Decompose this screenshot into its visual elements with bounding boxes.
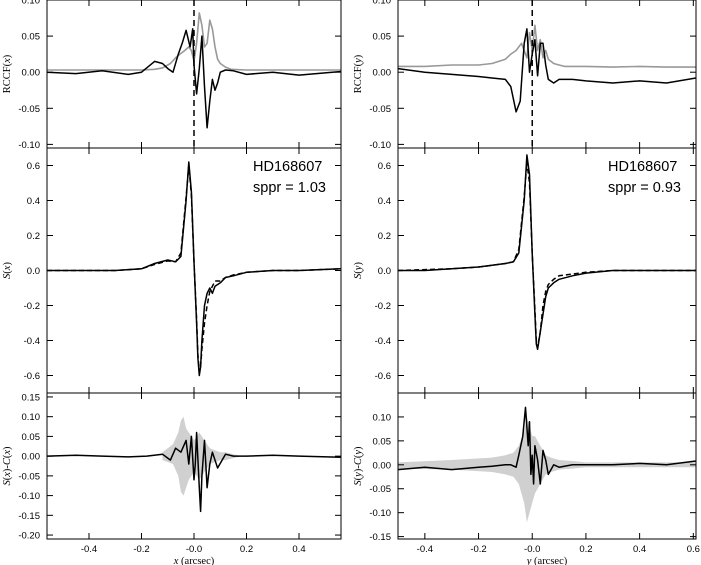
panel-left-top: -0.10 -0.05 0.00 0.05 0.10 RCCF(x) [2, 0, 342, 151]
ylabel: S(y) [353, 262, 364, 279]
ytick-label: 0.0 [378, 266, 391, 277]
xtick-label: -0.4 [81, 544, 97, 555]
ytick-label: 0.15 [22, 392, 41, 403]
ytick-label: 0.00 [373, 68, 392, 79]
ytick-label: 0.10 [22, 0, 41, 7]
ytick-label: 0.00 [22, 452, 41, 463]
ytick-label: 0.10 [22, 412, 41, 423]
xtick-label: 0.2 [579, 544, 592, 555]
ytick-label: 0.10 [373, 412, 392, 423]
ytick-label: -0.15 [369, 532, 391, 543]
model-line-1 [398, 161, 696, 349]
xtick-label: -0.2 [133, 544, 149, 555]
ytick-label: 0.6 [27, 161, 40, 172]
ylabel: S(y)-C(y) [353, 446, 364, 486]
plot-area [398, 0, 696, 148]
ytick-label: -0.05 [18, 104, 40, 115]
ytick-label: -0.15 [18, 511, 40, 522]
ytick-label: 0.05 [373, 32, 392, 43]
plot-area [398, 154, 696, 351]
ylabel: S(x) [2, 262, 13, 279]
star-name-label: HD168607 [253, 159, 322, 175]
panel-left-bottom: -0.20 -0.15 -0.10 -0.05 0.00 0.05 0.10 0.15 -0.4… [2, 392, 342, 565]
data-line-0 [47, 161, 341, 377]
ytick-label: -0.4 [375, 336, 391, 347]
ylabel: RCCF(y) [353, 54, 364, 93]
panel-left-middle: -0.6 -0.4 -0.2 0.0 0.2 0.4 0.6 S(x) HD168607 sppr… [2, 147, 342, 394]
ytick-label: -0.10 [18, 140, 40, 151]
xtick-label: -0.2 [470, 544, 486, 555]
xlabel: x (arcsec) [173, 556, 215, 565]
data-line-1 [398, 28, 696, 113]
ytick-label: -0.20 [18, 531, 40, 542]
ylabel: S(x)-C(x) [2, 446, 13, 486]
xtick-label: 0.6 [687, 544, 700, 555]
ytick-label: 0.2 [378, 231, 391, 242]
model-line-1 [47, 164, 341, 373]
axes-frame [397, 392, 697, 540]
xtick-label: -0.0 [524, 544, 540, 555]
xtick-label: 0.2 [240, 544, 253, 555]
ytick-label: 0.10 [373, 0, 392, 7]
ytick-label: 0.6 [378, 161, 391, 172]
xtick-label: -0.4 [417, 544, 433, 555]
xtick-label: 0.4 [292, 544, 305, 555]
ytick-label: 0.0 [27, 266, 40, 277]
data-line-0 [398, 406, 696, 485]
ytick-label: 0.00 [373, 460, 392, 471]
star-name-label: HD168607 [608, 159, 677, 175]
ytick-label: -0.6 [24, 371, 40, 382]
data-line-0 [398, 24, 696, 68]
ytick-label: -0.4 [24, 336, 40, 347]
xtick-label: -0.0 [186, 544, 202, 555]
uncertainty-band [162, 416, 242, 496]
data-line-1 [47, 28, 341, 129]
plot-area [47, 416, 341, 513]
ytick-label: 0.00 [22, 68, 41, 79]
ytick-label: 0.4 [378, 196, 391, 207]
ytick-label: -0.10 [369, 508, 391, 519]
ytick-label: -0.2 [24, 301, 40, 312]
sppr-label: sppr = 1.03 [253, 180, 326, 196]
ytick-label: 0.05 [22, 432, 41, 443]
xtick-label: 0.4 [633, 544, 646, 555]
ytick-label: -0.10 [18, 491, 40, 502]
ylabel: RCCF(x) [2, 54, 13, 93]
ytick-label: -0.05 [18, 471, 40, 482]
plot-area [47, 0, 341, 148]
xlabel: y (arcsec) [526, 556, 568, 565]
panel-right-bottom: -0.15 -0.10 -0.05 0.00 0.05 0.10 -0.4 -0.2 -0.0 0… [353, 392, 700, 565]
data-line-0 [47, 431, 341, 513]
data-line-0 [47, 12, 341, 71]
ytick-label: 0.4 [27, 196, 40, 207]
ytick-label: 0.05 [22, 32, 41, 43]
ytick-label: -0.05 [369, 484, 391, 495]
panel-right-middle: -0.6 -0.4 -0.2 0.0 0.2 0.4 0.6 S(y) HD168607 sppr… [353, 147, 697, 394]
plot-area [47, 161, 341, 377]
ytick-label: 0.2 [27, 231, 40, 242]
ytick-label: -0.2 [375, 301, 391, 312]
sppr-label: sppr = 0.93 [608, 180, 681, 196]
ytick-label: 0.05 [373, 436, 392, 447]
plot-area [398, 406, 696, 523]
ytick-label: -0.05 [369, 104, 391, 115]
ytick-label: -0.10 [369, 140, 391, 151]
ytick-label: -0.6 [375, 371, 391, 382]
